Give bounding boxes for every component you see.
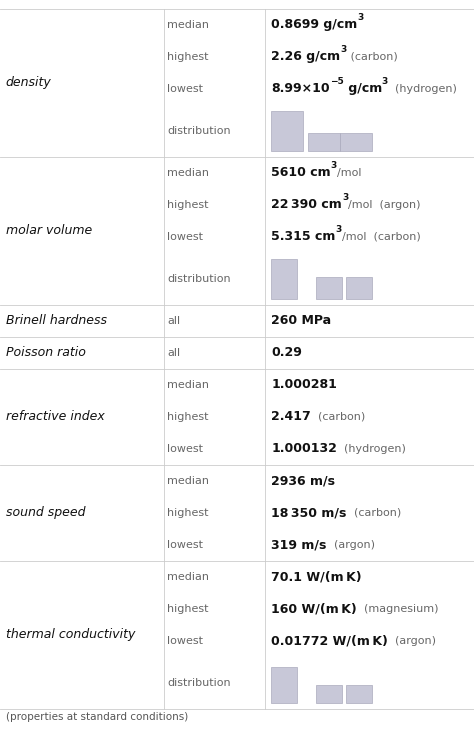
Text: highest: highest [167, 200, 209, 210]
Text: 3: 3 [342, 194, 348, 202]
Text: g/cm: g/cm [344, 82, 382, 95]
Text: 1.000281: 1.000281 [271, 378, 337, 392]
Text: (hydrogen): (hydrogen) [337, 443, 406, 454]
Text: 3: 3 [357, 13, 364, 22]
Text: (carbon): (carbon) [311, 412, 365, 422]
Text: thermal conductivity: thermal conductivity [6, 628, 135, 641]
Text: 260 MPa: 260 MPa [271, 314, 331, 327]
Text: /mol: /mol [337, 168, 362, 178]
Text: 18 350 m/s: 18 350 m/s [271, 506, 346, 520]
Text: lowest: lowest [167, 539, 203, 550]
Text: 319 m/s: 319 m/s [271, 538, 327, 551]
Text: 3: 3 [336, 225, 342, 234]
Text: 5.315 cm: 5.315 cm [271, 231, 336, 243]
Text: (argon): (argon) [388, 636, 436, 646]
Text: (carbon): (carbon) [346, 52, 397, 62]
Bar [308, 133, 340, 151]
Text: median: median [167, 572, 210, 582]
Text: all: all [167, 316, 181, 326]
Text: (properties at standard conditions): (properties at standard conditions) [6, 712, 188, 721]
Text: (carbon): (carbon) [346, 508, 401, 518]
Text: lowest: lowest [167, 636, 203, 646]
Text: 2936 m/s: 2936 m/s [271, 474, 335, 487]
Text: median: median [167, 476, 210, 486]
Bar [316, 277, 342, 299]
Bar [340, 133, 372, 151]
Text: 5610 cm: 5610 cm [271, 166, 331, 180]
Text: /mol  (argon): /mol (argon) [348, 200, 420, 210]
Text: highest: highest [167, 52, 209, 62]
Text: all: all [167, 348, 181, 358]
Bar [271, 667, 297, 703]
Text: −5: −5 [330, 78, 344, 86]
Text: (argon): (argon) [327, 539, 374, 550]
Text: density: density [6, 76, 52, 89]
Text: lowest: lowest [167, 84, 203, 94]
Text: lowest: lowest [167, 232, 203, 242]
Text: (hydrogen): (hydrogen) [388, 84, 457, 94]
Text: 0.8699 g/cm: 0.8699 g/cm [271, 18, 357, 31]
Bar [271, 111, 303, 151]
Text: 2.26 g/cm: 2.26 g/cm [271, 50, 340, 64]
Text: 0.29: 0.29 [271, 347, 302, 359]
Text: molar volume: molar volume [6, 225, 92, 237]
Text: /mol  (carbon): /mol (carbon) [342, 232, 420, 242]
Text: distribution: distribution [167, 678, 231, 687]
Text: 160 W/(m K): 160 W/(m K) [271, 602, 357, 615]
Bar [316, 685, 342, 703]
Text: highest: highest [167, 412, 209, 422]
Text: 1.000132: 1.000132 [271, 442, 337, 455]
Bar [271, 259, 297, 299]
Text: Poisson ratio: Poisson ratio [6, 347, 86, 359]
Text: sound speed: sound speed [6, 506, 85, 520]
Text: distribution: distribution [167, 274, 231, 284]
Text: refractive index: refractive index [6, 410, 104, 423]
Text: highest: highest [167, 604, 209, 613]
Text: median: median [167, 168, 210, 178]
Text: distribution: distribution [167, 126, 231, 136]
Text: 3: 3 [340, 45, 346, 54]
Text: Brinell hardness: Brinell hardness [6, 314, 107, 327]
Text: 3: 3 [331, 161, 337, 170]
Bar [346, 685, 372, 703]
Text: median: median [167, 20, 210, 30]
Text: 8.99×10: 8.99×10 [271, 82, 330, 95]
Text: highest: highest [167, 508, 209, 518]
Text: 3: 3 [382, 78, 388, 86]
Text: median: median [167, 380, 210, 389]
Text: 70.1 W/(m K): 70.1 W/(m K) [271, 571, 362, 583]
Bar [346, 277, 372, 299]
Text: lowest: lowest [167, 443, 203, 454]
Text: 2.417: 2.417 [271, 410, 311, 423]
Text: 0.01772 W/(m K): 0.01772 W/(m K) [271, 634, 388, 647]
Text: 22 390 cm: 22 390 cm [271, 198, 342, 211]
Text: (magnesium): (magnesium) [357, 604, 438, 613]
